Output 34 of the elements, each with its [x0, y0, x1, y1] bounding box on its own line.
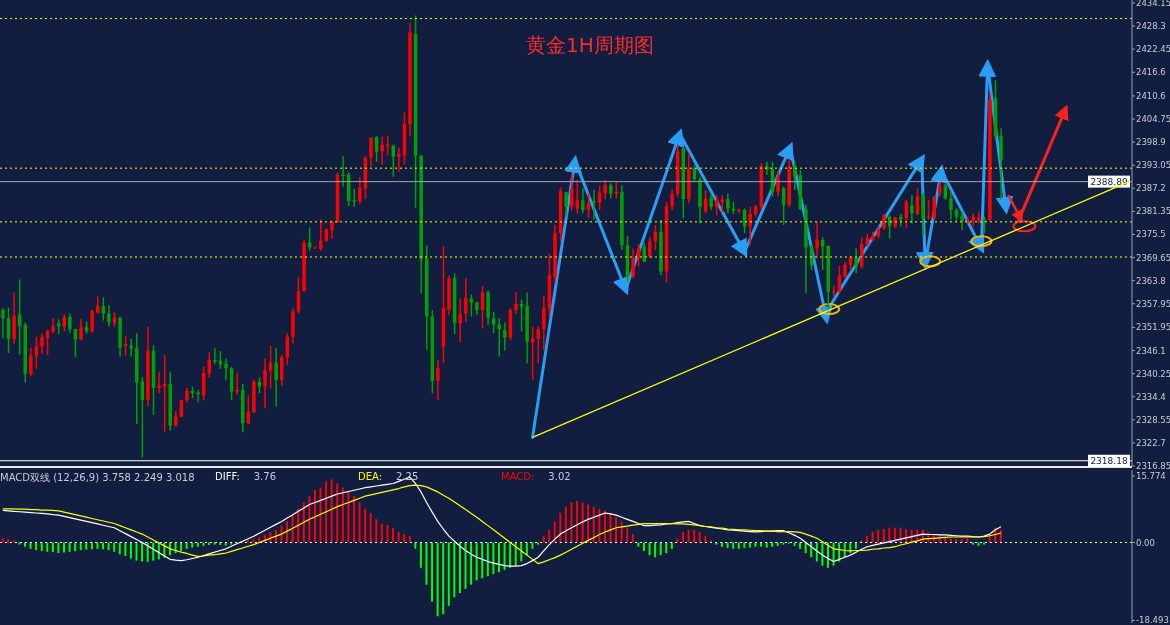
y-tick-label: 2322.7 [1136, 437, 1166, 448]
annotation: MACD双线 (12,26,9) 3.758 2.249 3.018 [0, 471, 195, 485]
annotation: 3.02 [548, 471, 571, 482]
y-tick-label: 2369.65 [1136, 252, 1170, 263]
y-tick-label: 2410.6 [1136, 90, 1166, 101]
y-tick-label: 2398.9 [1136, 137, 1166, 148]
y-tick-label: 2351.95 [1136, 322, 1170, 333]
y-tick-label: 2422.45 [1136, 44, 1170, 55]
y-tick-label: 2357.95 [1136, 298, 1170, 309]
y-tick-label: 2340.25 [1136, 368, 1170, 379]
y-tick-label: 2375.5 [1136, 229, 1166, 240]
annotation: 2.25 [396, 471, 419, 482]
text: MACD: [501, 471, 535, 482]
ref-line-label: 2318.18 [1090, 456, 1128, 467]
y-tick-label: -18.493 [1136, 615, 1169, 625]
y-tick-label: 0.00 [1136, 537, 1155, 548]
y-tick-label: 2416.6 [1136, 67, 1166, 78]
y-tick-label: 2346.1 [1136, 345, 1166, 356]
y-tick-label: 2404.75 [1136, 114, 1170, 125]
y-tick-label: 2316.85 [1136, 461, 1170, 472]
y-tick-label: 2363.8 [1136, 275, 1166, 286]
ref-line-label: 2388.89 [1090, 177, 1128, 188]
y-tick-label: 2381.35 [1136, 206, 1170, 217]
text: DIFF: [215, 471, 240, 482]
series-label: DEA: [358, 471, 383, 482]
y-tick-label: 2334.4 [1136, 391, 1166, 402]
y-tick-label: 15.774 [1136, 471, 1166, 482]
text: 黄金1H周期图 [526, 33, 654, 57]
y-tick-label: 2387.2 [1136, 183, 1166, 194]
y-tick-label: 2428.3 [1136, 21, 1166, 32]
annotation: 3.76 [253, 471, 277, 482]
y-tick-label: 2393.05 [1136, 160, 1170, 171]
y-tick-label: 2328.55 [1136, 414, 1170, 425]
y-tick-label: 2434.15 [1136, 0, 1170, 8]
